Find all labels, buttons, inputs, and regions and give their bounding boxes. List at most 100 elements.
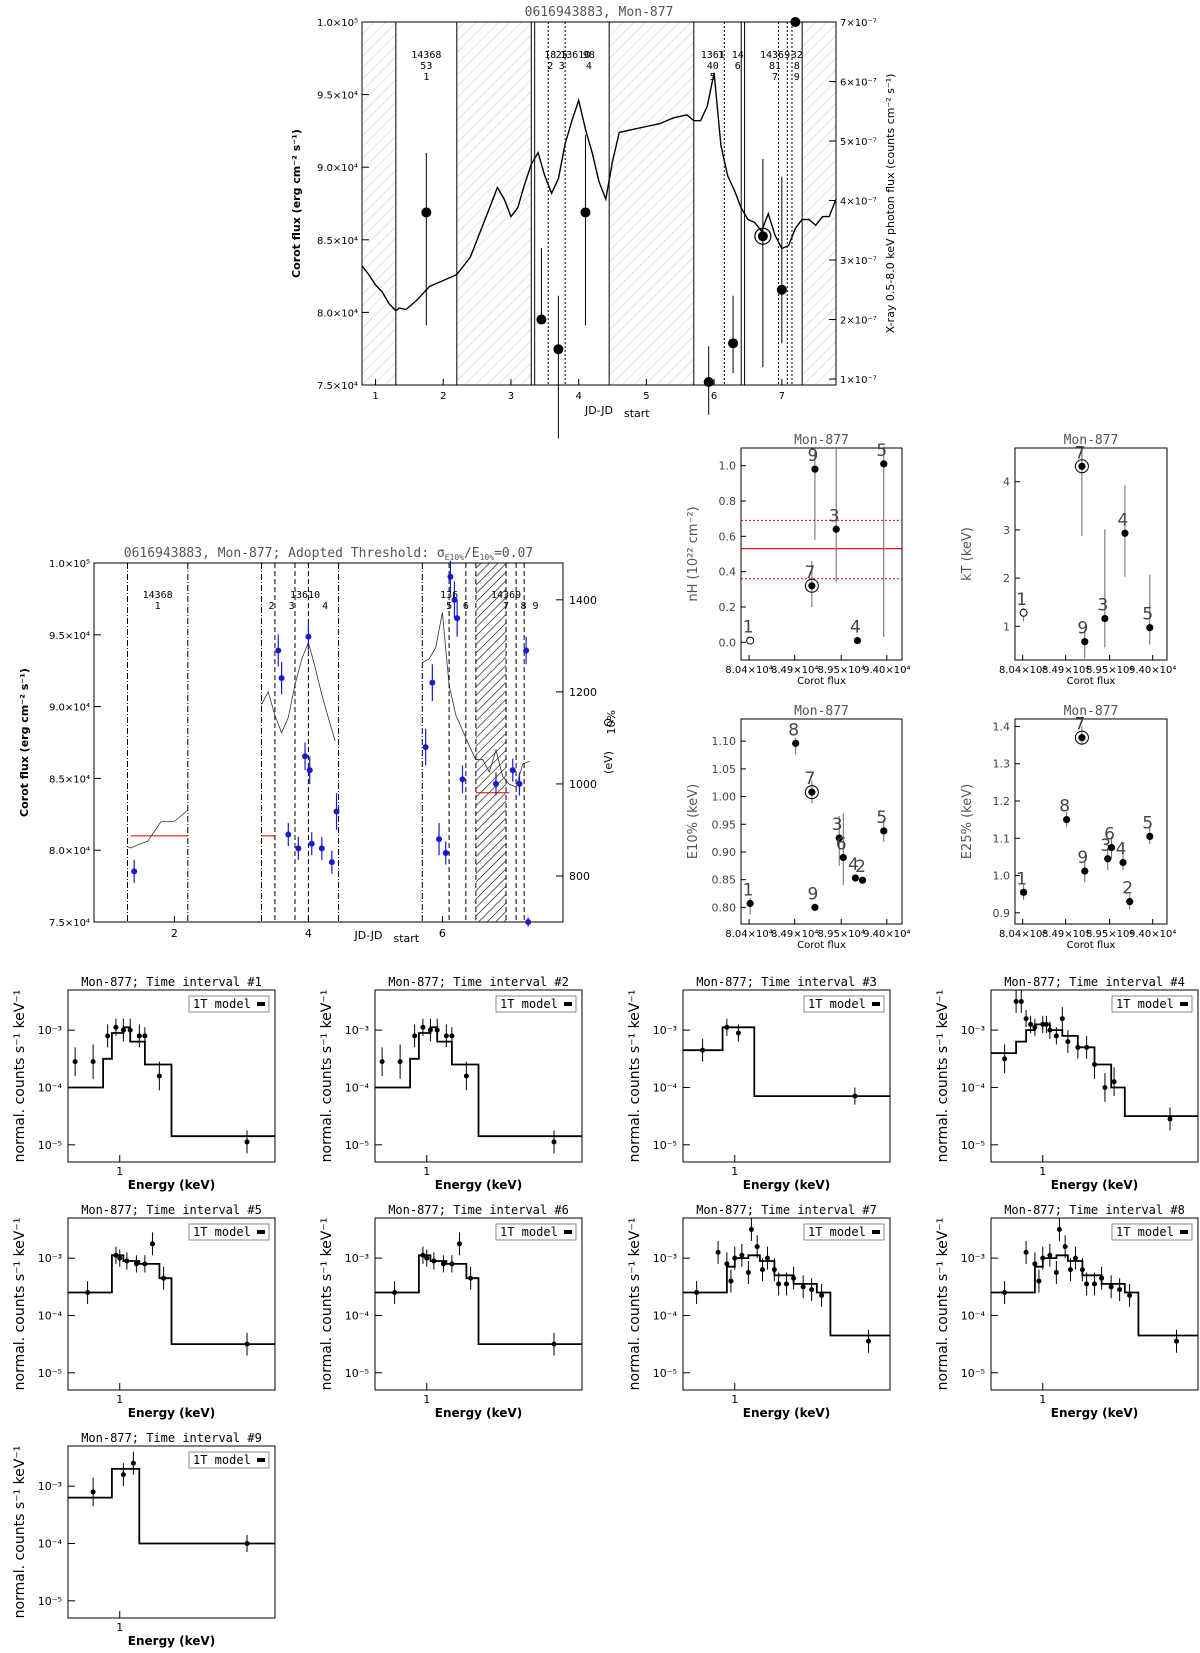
ytick-label-0: 10⁻³ [345,1252,369,1265]
yaxis-label: normal. counts s⁻¹ keV⁻¹ [935,1218,951,1391]
data-point-9 [551,1139,557,1145]
data-point-8 [463,1073,469,1079]
kt-scatter-chart: Mon-8771793458.04×10⁴8.49×10⁴8.95×10⁴9.4… [960,433,1176,687]
ytick-label-4: 1.00 [712,791,737,804]
point-9 [1081,867,1089,875]
data-point-12 [776,1281,782,1287]
ytick-right-label-0: 800 [569,870,590,883]
point-label-3: 3 [1100,836,1111,856]
data-point-4 [133,1261,139,1267]
q10-point-10 [328,859,335,866]
ytick-right-label-2: 2×10⁻⁷ [840,316,877,327]
xaxis-label: Energy (keV) [128,1634,215,1648]
xtick-label-1: 1 [423,1393,430,1406]
interval-label-4-0: 98 [583,50,595,61]
point-label-4: 4 [850,618,861,638]
xtick-label-3: 9.40×10⁴ [1129,665,1176,676]
data-point-0 [700,1047,706,1053]
xtick-label-1: 1 [116,1621,123,1634]
data-point-15 [1108,1284,1114,1290]
ytick-right-label-3: 1400 [569,594,597,607]
data-point-15 [800,1284,806,1290]
data-point-4 [427,1027,433,1033]
panel-title: Mon-877; Time interval #7 [696,1203,877,1217]
legend-box [188,995,270,1013]
data-point-11 [771,1267,777,1273]
interval-label-7-1: 6 [735,61,741,72]
yaxis-label: normal. counts s⁻¹ keV⁻¹ [935,990,951,1163]
interval-label-2-0: 25 [556,50,568,61]
data-point-0 [1002,1056,1008,1062]
ytick-label-3: 0.95 [712,818,737,831]
point-label-3: 3 [832,815,843,835]
xaxis-label: Energy (keV) [743,1406,830,1420]
ytick-label-2: 1.1 [993,832,1011,845]
q10-point-16 [447,573,454,580]
yaxis-label: kT (keV) [960,527,975,581]
data-point-9 [1053,1033,1059,1039]
ytick-label-2: 0.4 [719,566,737,579]
ytick-label-2: 10⁻⁵ [653,1139,677,1152]
q10-point-21 [509,767,516,774]
chart-title: 0616943883, Mon-877 [525,5,674,20]
ytick-label-1: 8.0×10⁴ [49,846,90,857]
panel-title: Mon-877; Time interval #9 [81,1431,262,1445]
point-3 [1104,855,1112,863]
interval-label-2-1: 3 [559,61,565,72]
ytick-label-4: 1.3 [993,758,1011,771]
xtick-label-2: 8.95×10⁴ [818,665,865,676]
data-point-5 [1047,1252,1053,1258]
yaxis-label: E25% (keV) [960,784,975,859]
point-7 [1078,462,1086,470]
xray-point-7 [757,231,768,242]
q10-point-23 [523,647,530,654]
interval-label-0-1: 53 [420,61,432,72]
ytick-label-0: 0.0 [719,636,737,649]
point-label-8: 8 [788,720,799,740]
yaxis-label: normal. counts s⁻¹ keV⁻¹ [12,1446,28,1619]
curve-segment-0 [127,809,189,849]
point-8 [1063,816,1071,824]
yaxis-label: normal. counts s⁻¹ keV⁻¹ [627,1218,643,1391]
data-point-0 [90,1489,96,1495]
q10-point-15 [442,849,449,856]
data-point-4 [440,1261,446,1267]
point-7 [808,582,816,590]
chart-title: Mon-877 [1064,433,1119,448]
data-point-7 [142,1033,148,1039]
xaxis-label-sub: start [394,932,420,945]
title-part-2: /E [464,546,480,561]
q10-point-3 [285,831,292,838]
point-label-9: 9 [1077,848,1088,868]
point-label-7: 7 [804,769,815,789]
plot-frame [93,562,564,923]
yaxis-label: Corot flux (erg cm⁻² s⁻¹) [290,129,303,278]
plot-frame [740,718,903,925]
point-4 [851,874,860,882]
data-point-3 [1036,1278,1042,1284]
data-point-2 [724,1261,730,1267]
ytick-label-1: 0.85 [712,874,737,887]
xtick-label-2: 6 [439,927,446,940]
yaxis-right-label-sub: 10% [605,710,618,734]
point-ring-7 [804,578,819,593]
xtick-label-0: 1 [372,391,378,402]
point-1 [746,899,754,908]
ytick-label-0: 0.9 [993,907,1011,920]
ytick-label-0: 7.5×10⁴ [317,381,358,392]
data-point-13 [1084,1044,1090,1050]
ytick-label-2: 10⁻⁵ [345,1139,369,1152]
data-point-10 [764,1255,770,1261]
q10-point-24 [525,919,532,925]
point-9 [811,465,819,473]
ytick-label-1: 10⁻⁴ [653,1309,678,1322]
data-point-10 [1072,1255,1078,1261]
data-point-7 [468,1275,474,1281]
ytick-label-1: 8.0×10⁴ [317,308,358,319]
model-step [68,1254,275,1345]
threshold-chart: 0616943883, Mon-877; Adopted Threshold: … [18,546,618,945]
data-point-12 [1075,1044,1081,1050]
plot-frame [67,989,276,1163]
data-point-0 [694,1290,700,1296]
